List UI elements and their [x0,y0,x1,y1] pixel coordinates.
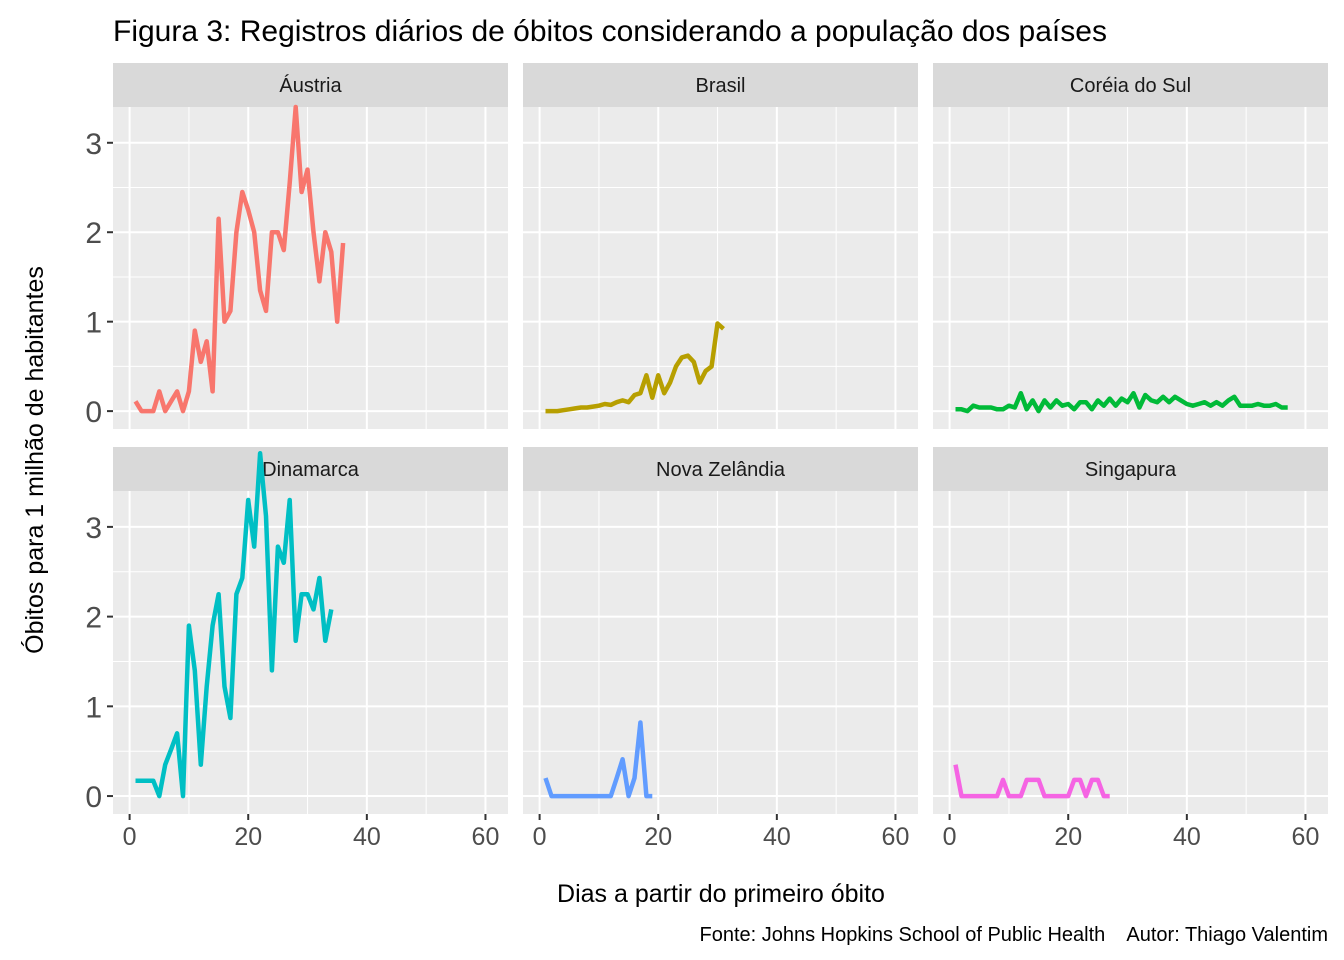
x-tick-label: 20 [1054,823,1082,851]
panel-background [113,107,508,429]
panel-background [933,491,1328,814]
series-line [135,451,334,799]
y-tick-label: 0 [85,396,102,429]
x-tick-label: 20 [234,823,262,851]
facet-label: Coréia do Sul [1070,75,1191,97]
x-tick-label: 60 [472,823,500,851]
y-tick-label: 2 [85,602,102,635]
x-tick-label: 60 [1292,823,1320,851]
x-tick-label: 40 [763,823,791,851]
facet-label: Brasil [695,75,745,97]
facet-strip [523,63,918,107]
x-tick-label: 40 [1173,823,1201,851]
x-tick-label: 0 [123,823,137,851]
panel-background [933,107,1328,429]
y-tick-label: 0 [85,781,102,814]
x-tick-label: 40 [353,823,381,851]
facet-strip [933,447,1328,491]
series-line [545,321,725,414]
panel-background [523,107,918,429]
series-line [133,104,346,414]
facet-label: Nova Zelândia [656,459,786,481]
panel-background [523,491,918,814]
y-axis-title: Óbitos para 1 milhão de habitantes [20,266,49,654]
series-line [953,764,1110,799]
facet-strip [113,447,508,491]
y-tick-label: 3 [85,128,102,161]
y-tick-label: 1 [85,307,102,340]
facet-panels: Áustria 0 1 2 3 Brasil Coréia do Sul Dinamarca 0… [85,63,1328,851]
facet-strip [113,63,508,107]
y-tick-label: 1 [85,691,102,724]
facet-label: Áustria [279,74,342,97]
facet-strip [933,63,1328,107]
x-axis-title: Dias a partir do primeiro óbito [557,880,885,908]
series-line [543,720,653,799]
y-tick-label: 2 [85,217,102,250]
x-tick-label: 20 [644,823,672,851]
facet-label: Singapura [1085,459,1177,481]
x-tick-label: 0 [943,823,957,851]
series-line [955,390,1288,414]
x-tick-label: 0 [533,823,547,851]
y-tick-label: 3 [85,512,102,545]
facet-strip [523,447,918,491]
chart-title: Figura 3: Registros diários de óbitos co… [113,15,1107,48]
chart-caption: Fonte: Johns Hopkins School of Public He… [700,924,1329,946]
x-tick-label: 60 [882,823,910,851]
panel-background [113,491,508,814]
facet-label: Dinamarca [262,459,360,481]
